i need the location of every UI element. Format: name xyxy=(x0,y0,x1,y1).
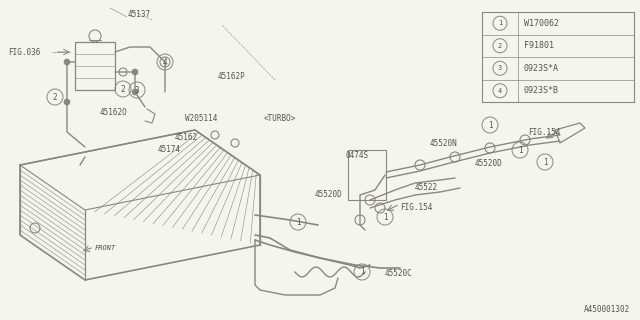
Text: 1: 1 xyxy=(296,218,300,227)
Text: 0474S: 0474S xyxy=(345,150,368,159)
Text: FIG.154: FIG.154 xyxy=(400,203,433,212)
Circle shape xyxy=(132,69,138,75)
Text: FIG.154: FIG.154 xyxy=(528,127,561,137)
Text: 0923S*B: 0923S*B xyxy=(524,86,559,95)
Circle shape xyxy=(132,89,138,95)
Circle shape xyxy=(64,59,70,65)
Text: 45520C: 45520C xyxy=(385,269,413,278)
Bar xyxy=(348,150,386,200)
Text: 1: 1 xyxy=(488,121,492,130)
Text: 0923S*A: 0923S*A xyxy=(524,64,559,73)
Circle shape xyxy=(64,99,70,105)
Text: 2: 2 xyxy=(498,43,502,49)
Text: W170062: W170062 xyxy=(524,19,559,28)
Bar xyxy=(75,42,115,90)
Text: 1: 1 xyxy=(498,20,502,26)
Text: 45162P: 45162P xyxy=(218,71,246,81)
Text: 45522: 45522 xyxy=(415,182,438,191)
Text: FRONT: FRONT xyxy=(95,245,116,251)
Text: 1: 1 xyxy=(543,157,547,166)
Text: 1: 1 xyxy=(383,212,387,221)
Text: 1: 1 xyxy=(360,268,364,276)
Text: 2: 2 xyxy=(121,84,125,93)
Text: 4: 4 xyxy=(498,88,502,94)
Text: 4: 4 xyxy=(163,58,167,67)
Text: 3: 3 xyxy=(498,65,502,71)
Text: 45174: 45174 xyxy=(158,145,181,154)
Text: <TURBO>: <TURBO> xyxy=(264,114,296,123)
Bar xyxy=(482,12,634,102)
Text: 45162O: 45162O xyxy=(100,108,128,116)
Text: 45520D: 45520D xyxy=(475,158,503,167)
Text: 45137: 45137 xyxy=(128,10,151,19)
Text: 2: 2 xyxy=(52,92,58,101)
Text: F91801: F91801 xyxy=(524,41,554,50)
Text: A450001302: A450001302 xyxy=(584,305,630,314)
Text: 1: 1 xyxy=(518,146,522,155)
Text: FIG.036: FIG.036 xyxy=(8,47,40,57)
Text: 45520N: 45520N xyxy=(430,139,458,148)
Text: 45162: 45162 xyxy=(175,132,198,141)
Text: 45520D: 45520D xyxy=(315,189,343,198)
Text: 3: 3 xyxy=(134,85,140,94)
Text: W205114: W205114 xyxy=(185,114,218,123)
